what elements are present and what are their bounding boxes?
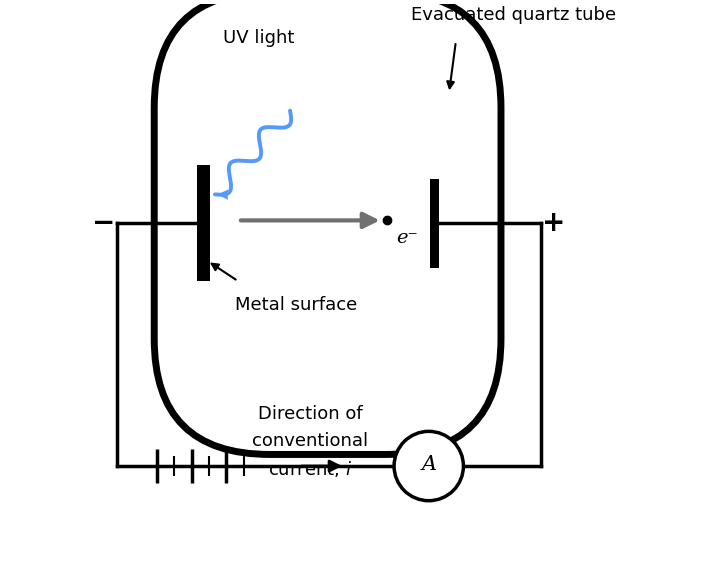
Circle shape bbox=[394, 431, 463, 501]
Text: A: A bbox=[421, 455, 436, 475]
Bar bbox=[430, 178, 439, 268]
Text: e⁻: e⁻ bbox=[396, 229, 418, 247]
Text: Metal surface: Metal surface bbox=[235, 296, 357, 314]
Text: Direction of
conventional
current, $i$: Direction of conventional current, $i$ bbox=[252, 405, 369, 479]
Bar bbox=[197, 166, 210, 281]
Text: Evacuated quartz tube: Evacuated quartz tube bbox=[411, 6, 617, 24]
FancyBboxPatch shape bbox=[154, 0, 501, 455]
Text: −: − bbox=[92, 209, 116, 237]
Text: UV light: UV light bbox=[222, 29, 294, 47]
Text: +: + bbox=[543, 209, 566, 237]
